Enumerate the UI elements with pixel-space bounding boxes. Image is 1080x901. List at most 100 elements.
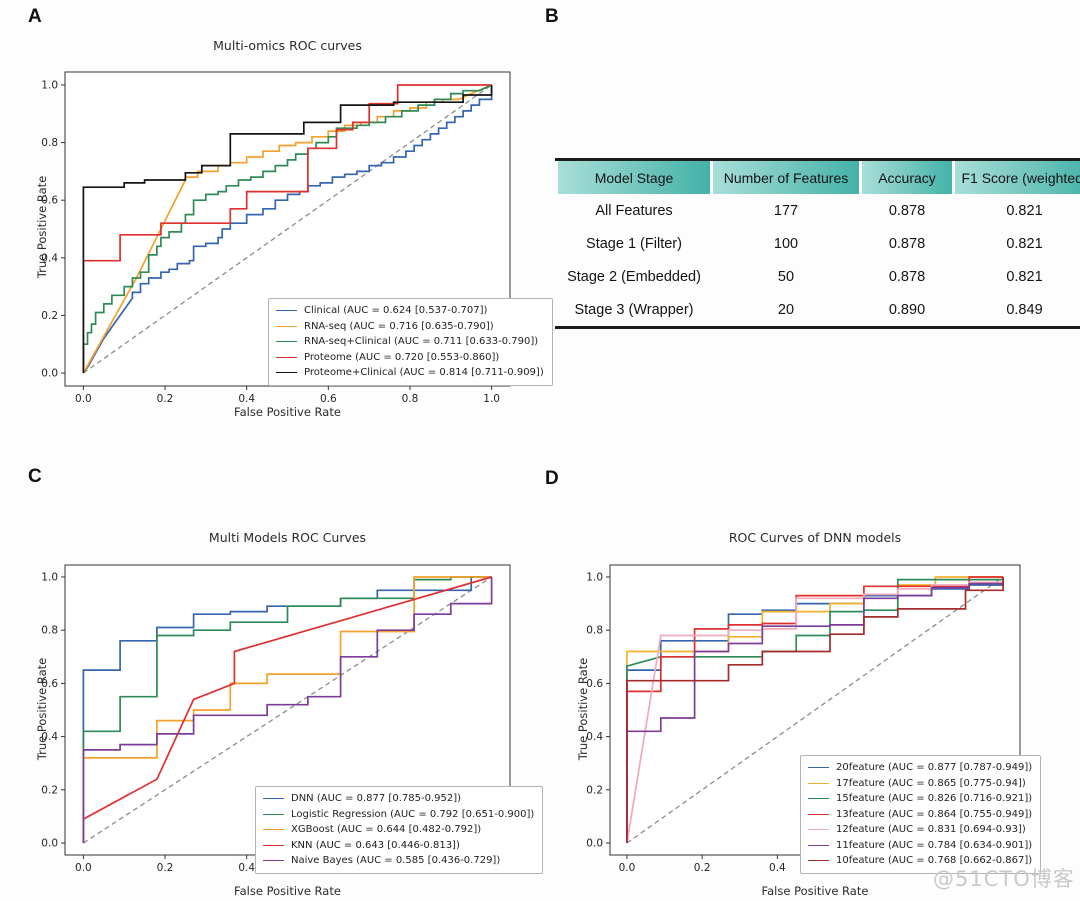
legend-c: DNN (AUC = 0.877 [0.785-0.952]) Logistic … xyxy=(255,786,544,874)
y-tick-label: 0.8 xyxy=(586,625,603,637)
table-cell: Stage 1 (Filter) xyxy=(586,235,682,252)
y-tick-label: 0.0 xyxy=(41,368,58,380)
chance-diagonal xyxy=(82,84,493,374)
column-header: Model Stage xyxy=(558,161,710,194)
legend-line-swatch xyxy=(808,782,829,784)
table-row: Stage 1 (Filter) 100 0.878 0.821 xyxy=(558,227,1080,260)
table-header-row: Model Stage Number of Features Accuracy F1 … xyxy=(558,161,1080,194)
legend-label: 17feature (AUC = 0.865 [0.775-0.94]) xyxy=(836,777,1026,789)
legend-d: 20feature (AUC = 0.877 [0.787-0.949]) 17f… xyxy=(800,755,1042,874)
y-tick-label: 0.6 xyxy=(586,678,603,690)
legend-item-proteome-clinical: Proteome+Clinical (AUC = 0.814 [0.711-0.… xyxy=(276,365,544,381)
roc-curve-naive-bayes xyxy=(82,577,493,843)
y-tick-label: 0.6 xyxy=(41,678,58,690)
y-tick-label: 0.2 xyxy=(586,784,603,796)
x-tick-label: 0.6 xyxy=(320,393,337,405)
x-tick-label: 0.2 xyxy=(157,393,174,405)
legend-label: Proteome+Clinical (AUC = 0.814 [0.711-0.… xyxy=(304,367,544,378)
legend-line-swatch xyxy=(808,844,829,846)
roc-curve-proteome xyxy=(82,84,492,373)
table-cell: Stage 3 (Wrapper) xyxy=(574,301,694,318)
table-cell: 0.821 xyxy=(1006,202,1043,219)
legend-line-swatch xyxy=(276,356,297,358)
panel-d: ROC Curves of DNN models 0.0 0.2 0.4 0.6 0.8… xyxy=(545,492,1080,901)
watermark: @51CTO博客 xyxy=(933,867,1075,891)
chance-diagonal xyxy=(626,576,1004,844)
roc-curve-10feature xyxy=(626,577,1004,843)
column-header: Accuracy xyxy=(862,161,952,194)
y-tick-label: 0.4 xyxy=(586,731,603,743)
legend-item-20feature: 20feature (AUC = 0.877 [0.787-0.949]) xyxy=(808,760,1032,776)
roc-curve-proteome-clinical xyxy=(82,85,493,373)
column-header: Number of Features xyxy=(713,161,859,194)
roc-curve-13feature xyxy=(626,576,1004,843)
column-header: F1 Score (weighted) xyxy=(955,161,1080,194)
table-cell: 0.878 xyxy=(888,235,926,252)
panel-b: Model Stage Number of Features Accuracy F1 … xyxy=(555,158,1080,329)
panel-label-c: C xyxy=(28,466,42,487)
legend-item-knn: KNN (AUC = 0.643 [0.446-0.813]) xyxy=(263,838,534,854)
legend-label: Naive Bayes (AUC = 0.585 [0.436-0.729]) xyxy=(291,855,501,866)
panel-label-b: B xyxy=(545,6,559,27)
legend-line-swatch xyxy=(276,310,297,312)
y-tick-label: 0.8 xyxy=(41,137,58,149)
legend-line-swatch xyxy=(808,860,829,862)
legend-item-17feature: 17feature (AUC = 0.865 [0.775-0.94]) xyxy=(808,776,1032,792)
legend-label: Proteome (AUC = 0.720 [0.553-0.860]) xyxy=(304,351,500,363)
x-tick-label: 0.0 xyxy=(75,393,92,405)
legend-label: DNN (AUC = 0.877 [0.785-0.952]) xyxy=(291,793,461,804)
legend-line-swatch xyxy=(263,829,284,831)
legend-item-logistic-regression: Logistic Regression (AUC = 0.792 [0.651-… xyxy=(263,807,534,823)
x-tick-label: 0.4 xyxy=(238,393,255,405)
y-tick-label: 0.2 xyxy=(41,310,58,322)
y-tick-label: 1.0 xyxy=(586,571,603,583)
legend-item-15feature: 15feature (AUC = 0.826 [0.716-0.921]) xyxy=(808,791,1032,807)
legend-label: 11feature (AUC = 0.784 [0.634-0.901]) xyxy=(836,839,1033,851)
y-tick-label: 0.6 xyxy=(41,195,58,207)
roc-curve-dnn xyxy=(82,576,492,843)
x-tick-label: 0.2 xyxy=(157,862,174,874)
legend-label: 10feature (AUC = 0.768 [0.662-0.867]) xyxy=(836,855,1033,866)
x-axis-label-c: False Positive Rate xyxy=(234,884,341,898)
table-cell: 177 xyxy=(773,202,799,219)
table-cell: 100 xyxy=(773,235,799,252)
table-cell: Stage 2 (Embedded) xyxy=(567,268,701,285)
table-row: Stage 3 (Wrapper) 20 0.890 0.849 xyxy=(558,293,1080,326)
table-cell: 0.890 xyxy=(888,301,926,318)
legend-line-swatch xyxy=(276,341,297,343)
legend-label: 12feature (AUC = 0.831 [0.694-0.93]) xyxy=(836,824,1026,835)
y-tick-label: 1.0 xyxy=(41,571,58,583)
table-cell: 50 xyxy=(777,268,795,285)
legend-label: RNA-seq (AUC = 0.716 [0.635-0.790]) xyxy=(304,320,494,332)
y-axis-label-c: True Positive Rate xyxy=(35,657,49,761)
table-cell: 0.849 xyxy=(1006,301,1043,318)
legend-line-swatch xyxy=(808,813,829,815)
model-stage-table: Model Stage Number of Features Accuracy F1 … xyxy=(555,158,1080,329)
y-tick-label: 0.4 xyxy=(41,252,58,264)
table-body: All Features 177 0.878 0.821 Stage 1 (Filter… xyxy=(558,194,1080,326)
x-axis-label-d: False Positive Rate xyxy=(761,884,869,898)
legend-item-12feature: 12feature (AUC = 0.831 [0.694-0.93]) xyxy=(808,822,1032,838)
legend-line-swatch xyxy=(808,798,829,800)
y-tick-label: 0.0 xyxy=(586,838,603,850)
legend-label: Clinical (AUC = 0.624 [0.537-0.707]) xyxy=(304,305,488,316)
legend-line-swatch xyxy=(263,844,284,846)
table-row: All Features 177 0.878 0.821 xyxy=(558,194,1080,227)
legend-label: 20feature (AUC = 0.877 [0.787-0.949]) xyxy=(836,762,1033,773)
legend-line-swatch xyxy=(808,829,829,831)
legend-line-swatch xyxy=(276,372,297,374)
x-tick-label: 1.0 xyxy=(483,393,500,405)
legend-line-swatch xyxy=(263,813,284,815)
panel-c: Multi Models ROC Curves 0.0 0.2 0.4 0.6 0.8 1… xyxy=(30,492,550,901)
y-tick-label: 0.4 xyxy=(41,731,58,743)
y-axis-label-a: True Positive Rate xyxy=(35,175,49,279)
chart-title-c: Multi Models ROC Curves xyxy=(208,530,367,545)
chart-title-a: Multi-omics ROC curves xyxy=(213,38,362,53)
roc-curve-11feature xyxy=(626,577,1004,843)
table-header: Model Stage Number of Features Accuracy F1 … xyxy=(558,161,1080,194)
roc-curve-rna-seq-clinical xyxy=(82,84,492,373)
table-cell: All Features xyxy=(595,202,673,219)
x-tick-label: 0.2 xyxy=(694,862,711,874)
x-tick-label: 0.4 xyxy=(769,862,786,874)
